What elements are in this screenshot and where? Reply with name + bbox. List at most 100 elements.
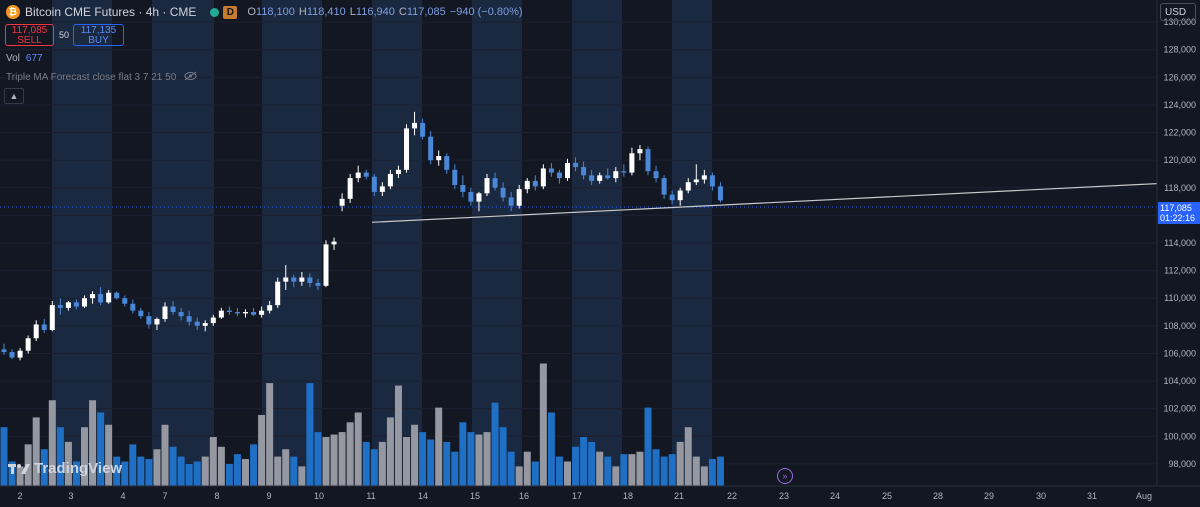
currency-selector[interactable]: USD	[1160, 3, 1196, 21]
ohlc-low-value: 116,940	[355, 6, 395, 18]
price-axis[interactable]	[1157, 0, 1200, 486]
candle-body	[234, 312, 240, 314]
market-status-icon	[210, 7, 220, 17]
volume-bar	[306, 383, 314, 486]
volume-bar	[547, 412, 555, 486]
price-tick-label: 112,000	[1164, 266, 1196, 276]
volume-bar	[113, 456, 121, 486]
delayed-badge[interactable]: D	[223, 5, 238, 19]
time-tick-label: 11	[366, 491, 375, 501]
price-tick-label: 104,000	[1163, 376, 1196, 386]
volume-bar	[708, 459, 716, 486]
candle-body	[291, 277, 297, 282]
candle-body	[709, 175, 715, 187]
candle-body	[653, 171, 659, 179]
volume-bar	[209, 437, 217, 486]
candle-body	[90, 294, 96, 299]
volume-bar	[242, 459, 249, 486]
candle-body	[540, 168, 546, 187]
volume-bar	[48, 400, 56, 486]
volume-bar	[451, 451, 459, 486]
volume-bar	[652, 449, 660, 486]
candle-body	[65, 302, 71, 308]
candle-body	[685, 182, 691, 191]
candle-body	[82, 298, 87, 307]
candle-body	[387, 173, 393, 187]
eye-hidden-icon[interactable]	[184, 71, 197, 84]
volume-bar	[523, 451, 531, 486]
tradingview-logo[interactable]: TradingView	[8, 460, 122, 477]
price-tick-label: 110,000	[1164, 293, 1196, 303]
candle-body	[41, 324, 47, 330]
candle-body	[57, 305, 63, 308]
ohlc-close-value: 117,085	[406, 6, 446, 18]
candle-body	[98, 294, 104, 303]
volume-bar	[201, 456, 209, 486]
volume-bar	[628, 454, 636, 486]
time-tick-label: 8	[214, 491, 219, 501]
volume-bar	[411, 424, 419, 486]
candle-body	[395, 169, 401, 174]
candle-body	[162, 306, 168, 319]
buy-button[interactable]: 117,135 BUY	[73, 24, 124, 46]
candle-body	[629, 153, 635, 173]
candle-body	[508, 197, 514, 206]
volume-bar	[225, 463, 233, 486]
candle-body	[307, 277, 313, 284]
candle-body	[524, 180, 530, 190]
volume-bar	[16, 466, 24, 486]
volume-bar	[330, 434, 338, 486]
candle-body	[122, 298, 128, 304]
candle-body	[645, 149, 651, 172]
volume-bar	[354, 412, 362, 486]
candle-body	[226, 310, 232, 313]
go-to-realtime-icon[interactable]: »	[777, 468, 793, 484]
time-tick-label: 3	[68, 491, 73, 501]
ohlc-close-key: C	[398, 6, 407, 18]
price-tick-label: 130,000	[1163, 17, 1196, 27]
time-tick-label: 31	[1087, 491, 1097, 501]
volume-bar	[40, 449, 48, 486]
volume-bars	[0, 363, 724, 486]
volume-bar	[443, 441, 451, 486]
collapse-legend-button[interactable]: ▲	[4, 88, 24, 104]
volume-bar	[475, 434, 483, 486]
volume-bar	[105, 424, 113, 486]
volume-bar	[274, 456, 282, 486]
time-tick-label: 16	[519, 491, 529, 501]
sell-button[interactable]: 117,085 SELL	[5, 24, 54, 46]
volume-bar	[185, 463, 193, 486]
volume-label: Vol	[6, 53, 20, 64]
time-tick-label: 29	[984, 491, 994, 501]
candle-body	[154, 318, 160, 325]
volume-bar	[596, 451, 604, 486]
volume-bar	[370, 449, 378, 486]
volume-bar	[676, 441, 684, 486]
volume-bar	[89, 400, 97, 486]
volume-bar	[636, 451, 644, 486]
volume-bar	[700, 466, 708, 486]
volume-bar	[378, 441, 386, 486]
symbol-title[interactable]: Bitcoin CME Futures · 4h · CME	[25, 5, 197, 19]
candle-body	[460, 185, 466, 192]
indicator-legend[interactable]: Triple MA Forecast close flat 3 7 21 50	[6, 71, 197, 84]
volume-bar	[539, 363, 547, 486]
time-axis-labels: 2 3 4 7 8 9 10 11 14 15 16 17 18 21 22 23 24 25 28 29 30 31 Au…	[17, 491, 1152, 501]
time-tick-label: Aug	[1136, 491, 1152, 501]
time-axis[interactable]	[0, 486, 1200, 507]
volume-bar	[129, 444, 137, 486]
volume-bar	[564, 461, 571, 486]
candle-body	[243, 312, 248, 314]
volume-legend[interactable]: Vol 677	[6, 53, 43, 64]
time-tick-label: 15	[470, 491, 480, 501]
candlesticks	[1, 111, 723, 361]
ohlc-open-key: O	[247, 6, 256, 18]
price-tick-label: 122,000	[1163, 128, 1196, 138]
spread-value: 50	[59, 30, 70, 40]
volume-bar	[644, 407, 652, 486]
volume-bar	[491, 402, 499, 486]
volume-bar	[266, 383, 274, 486]
trendline[interactable]	[371, 183, 1158, 223]
candle-body	[315, 283, 321, 286]
